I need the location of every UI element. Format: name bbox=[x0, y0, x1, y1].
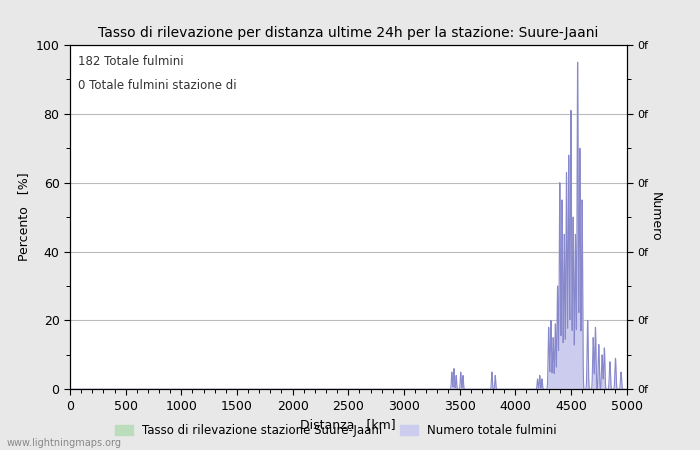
Y-axis label: Numero: Numero bbox=[649, 192, 661, 242]
Title: Tasso di rilevazione per distanza ultime 24h per la stazione: Suure-Jaani: Tasso di rilevazione per distanza ultime… bbox=[98, 26, 598, 40]
Text: 0 Totale fulmini stazione di: 0 Totale fulmini stazione di bbox=[78, 79, 237, 92]
Y-axis label: Percento   [%]: Percento [%] bbox=[18, 173, 30, 261]
X-axis label: Distanza   [km]: Distanza [km] bbox=[300, 418, 396, 431]
Text: www.lightningmaps.org: www.lightningmaps.org bbox=[7, 438, 122, 448]
Legend: Tasso di rilevazione stazione Suure-Jaani, Numero totale fulmini: Tasso di rilevazione stazione Suure-Jaan… bbox=[111, 419, 561, 442]
Text: 182 Totale fulmini: 182 Totale fulmini bbox=[78, 55, 184, 68]
